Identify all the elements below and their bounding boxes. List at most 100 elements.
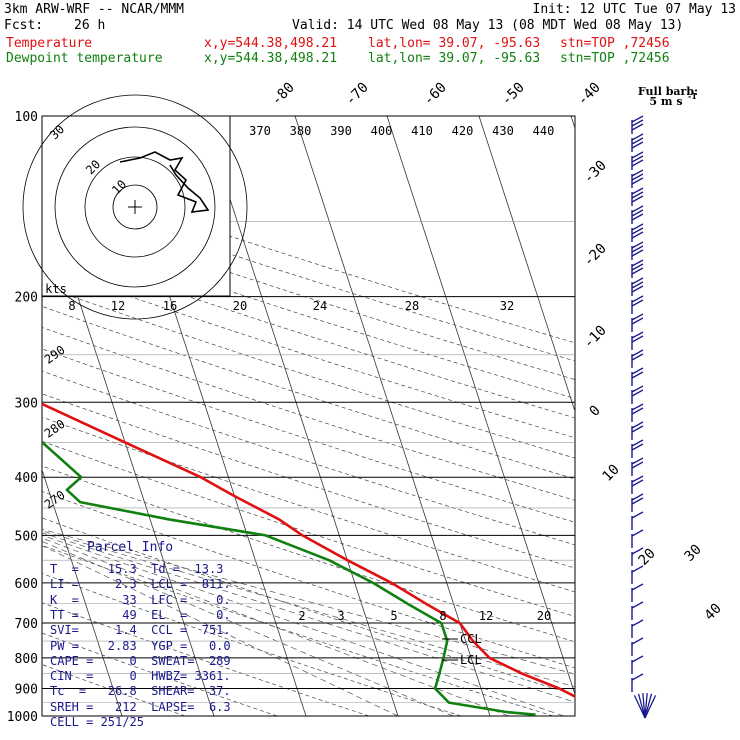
temperature-tick-label: -60: [421, 80, 450, 109]
temperature-tick-label: 30: [682, 542, 705, 565]
parcel-info-row: CELL = 251/25: [50, 715, 144, 729]
wind-barb-feather: [631, 249, 644, 257]
mixing-ratio-label: 3: [337, 609, 344, 623]
parcel-info-title: Parcel Info: [87, 540, 174, 555]
knot-scale-label: 8: [68, 299, 75, 313]
temperature-tick-label: -20: [581, 241, 610, 270]
hodograph-trace: [119, 151, 210, 213]
surface-wind-barb: [642, 693, 646, 719]
wind-barb-feather: [631, 213, 644, 221]
wind-barb-feather: [631, 195, 644, 203]
parcel-info-row: LI = 2.3 LCL = 811.: [50, 577, 231, 592]
hodograph-ring: [112, 184, 158, 230]
wind-barb-feather: [631, 353, 644, 361]
isotherm: [202, 116, 399, 716]
knot-scale-label: 28: [405, 299, 419, 313]
parcel-info-row: SREH = 212 LAPSE= 6.3: [50, 699, 231, 714]
temperature-tick-label: 0: [587, 403, 604, 420]
valid-time: Valid: 14 UTC Wed 08 May 13 (08 MDT Wed …: [292, 18, 684, 33]
pressure-tick-label: 300: [15, 396, 38, 411]
wind-barb-feather: [631, 583, 644, 591]
hodograph-frame: [41, 115, 231, 297]
wind-barb-feather: [631, 421, 644, 429]
sounding-traces: [42, 402, 575, 716]
wind-barb-feather: [631, 637, 644, 645]
wind-barb-feather: [631, 425, 644, 433]
temperature-tick-label: -50: [499, 80, 528, 109]
wind-barb-feather: [631, 281, 644, 289]
parcel-info-row: CAPE = 0 SWEAT= 289: [50, 653, 231, 668]
temperature-tick-label: 40: [702, 601, 725, 624]
wind-barb-feather: [631, 177, 644, 185]
wind-barb-feather: [631, 123, 644, 131]
hodograph-ring: [84, 156, 186, 258]
mixing-ratio-label: 5: [390, 609, 397, 623]
wind-barb-feather: [631, 403, 644, 411]
temperature-trace: [42, 402, 575, 698]
temperature-tick-label: 20: [636, 546, 659, 569]
wind-barb-feather: [631, 389, 644, 397]
knot-scale-label: 16: [163, 299, 177, 313]
dewpoint-legend-station: stn=TOP ,72456: [560, 51, 670, 66]
temperature-tick-label: -10: [581, 323, 610, 352]
wind-barb-feather: [631, 141, 644, 149]
surface-wind-barb: [644, 693, 648, 719]
pressure-tick-label: 800: [15, 652, 38, 667]
wind-barb-feather: [631, 209, 644, 217]
wind-barb-feather: [631, 187, 644, 195]
isotherm: [294, 116, 491, 716]
temperature-legend-station: stn=TOP ,72456: [560, 36, 670, 51]
wind-barb-feather: [631, 115, 644, 123]
knot-scale-label: kts: [45, 282, 67, 296]
theta-label: 430: [492, 124, 514, 138]
wind-barb-feather: [631, 155, 644, 163]
wind-barb-feather: [631, 267, 644, 275]
pressure-tick-label: 600: [15, 577, 38, 592]
wind-barbs: [631, 115, 657, 719]
wind-legend-title: Full barb:: [638, 85, 698, 98]
parcel-info-row: CIN = 0 HWBZ= 3361.: [50, 669, 231, 684]
wind-barb-feather: [631, 241, 644, 249]
pressure-tick-label: 700: [15, 617, 38, 632]
wind-barb-feather: [631, 169, 644, 177]
theta-side-label: 290: [42, 343, 68, 367]
forecast-hours: 26 h: [74, 18, 106, 33]
isotherm: [478, 116, 575, 413]
theta-label: 440: [533, 124, 555, 138]
wind-barb-feather: [631, 565, 644, 573]
wind-barb-feather: [631, 137, 644, 145]
isotherm: [42, 468, 123, 716]
knot-scale-label: 24: [313, 299, 327, 313]
init-time: Init: 12 UTC Tue 07 May 13: [532, 2, 737, 17]
moist-adiabat: [42, 541, 454, 716]
isotherm: [386, 116, 575, 696]
surface-wind-barb: [644, 695, 657, 719]
theta-label: 400: [371, 124, 393, 138]
surface-wind-barb: [633, 695, 646, 719]
knot-scale-label: 12: [111, 299, 125, 313]
surface-wind-barb: [644, 693, 653, 719]
wind-barb-feather: [631, 547, 644, 555]
temperature-tick-label: 10: [600, 462, 623, 485]
wind-barb-feather: [631, 497, 644, 505]
wind-barb-feather: [631, 173, 644, 181]
wind-barb-feather: [631, 223, 644, 231]
wind-barb-feather: [631, 245, 644, 253]
theta-label: 420: [452, 124, 474, 138]
isotherm: [663, 116, 740, 716]
wind-barb-feather: [631, 227, 644, 235]
wind-barb-feather: [631, 385, 644, 393]
wind-barb-feather: [631, 457, 644, 465]
wind-barb-feather: [631, 511, 644, 519]
parcel-info-row: Tc = 26.8 SHEAR= 37.: [50, 684, 231, 699]
theta-side-label: 280: [42, 417, 68, 441]
wind-barb-feather: [631, 439, 644, 447]
wind-barb-feather: [631, 349, 644, 357]
level-marker-label: CCL: [460, 632, 482, 646]
wind-barb-feather: [631, 159, 644, 167]
theta-label: 410: [411, 124, 433, 138]
wind-barb-feather: [631, 299, 644, 307]
pressure-tick-label: 500: [15, 529, 38, 544]
